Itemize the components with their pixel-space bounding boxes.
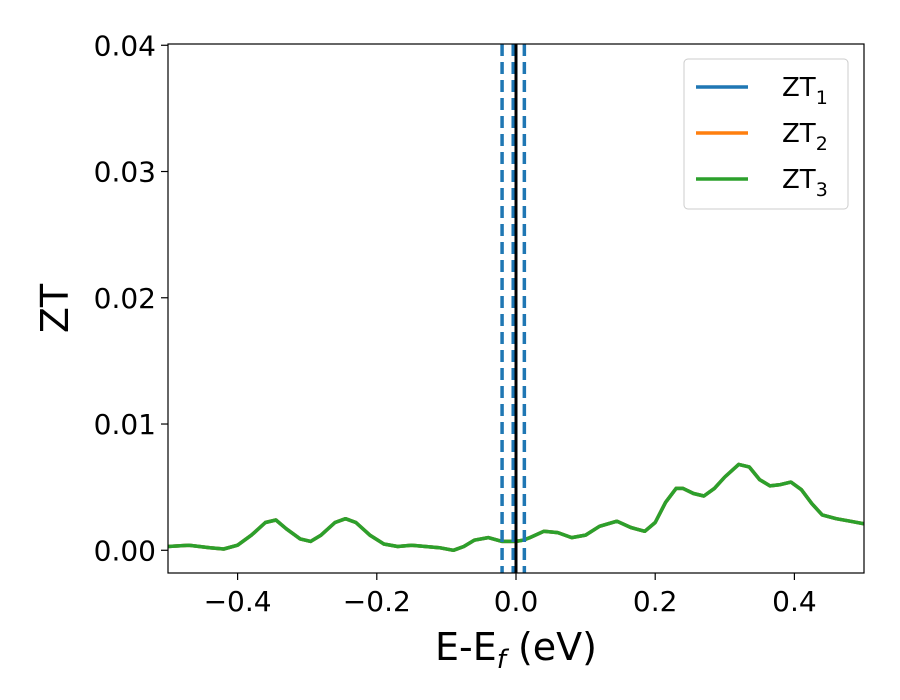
y-tick-label: 0.00: [94, 534, 156, 567]
legend-entry-zt3: ZT3: [696, 165, 828, 201]
legend: ZT1 ZT2 ZT3: [683, 58, 849, 210]
series-line-zt3: [168, 462, 864, 553]
plot-content: [168, 44, 864, 573]
x-tick-label: 0.4: [772, 585, 817, 618]
legend-label: ZT3: [782, 165, 828, 201]
y-tick-label: 0.02: [94, 282, 156, 315]
y-tick-label: 0.03: [94, 156, 156, 189]
y-tick-label: 0.01: [94, 408, 156, 441]
y-tick-label: 0.04: [94, 29, 156, 62]
x-tick-label: 0.2: [633, 585, 678, 618]
x-axis-ticks: −0.4 −0.2 0.0 0.2 0.4: [204, 573, 817, 618]
legend-entry-zt1: ZT1: [696, 73, 828, 109]
legend-entry-zt2: ZT2: [696, 119, 828, 155]
x-axis-title: E-Ef (eV): [435, 625, 597, 675]
y-axis-ticks: 0.00 0.01 0.02 0.03 0.04: [94, 29, 168, 567]
legend-label: ZT2: [782, 119, 828, 155]
x-tick-label: 0.0: [494, 585, 539, 618]
legend-label: ZT1: [782, 73, 828, 109]
x-tick-label: −0.4: [204, 585, 272, 618]
y-axis-title: ZT: [33, 283, 77, 333]
legend-box: [683, 58, 849, 210]
x-tick-label: −0.2: [343, 585, 411, 618]
